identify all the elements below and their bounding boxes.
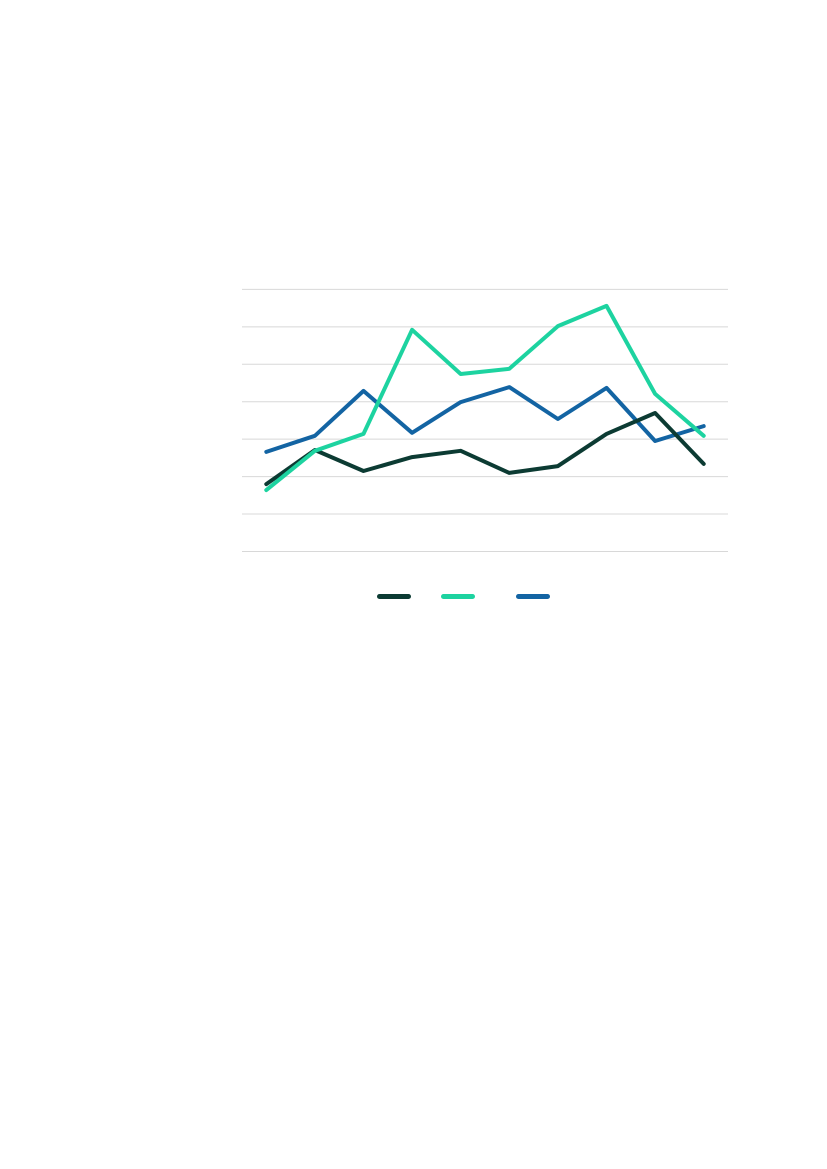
gridlines-group bbox=[242, 288, 728, 552]
series-line-3-series-3-blue bbox=[264, 385, 706, 454]
series-line-2-series-2-spring-green bbox=[264, 303, 706, 493]
series-line-1-series-1-dark-teal bbox=[264, 411, 706, 487]
series-group bbox=[264, 303, 706, 493]
